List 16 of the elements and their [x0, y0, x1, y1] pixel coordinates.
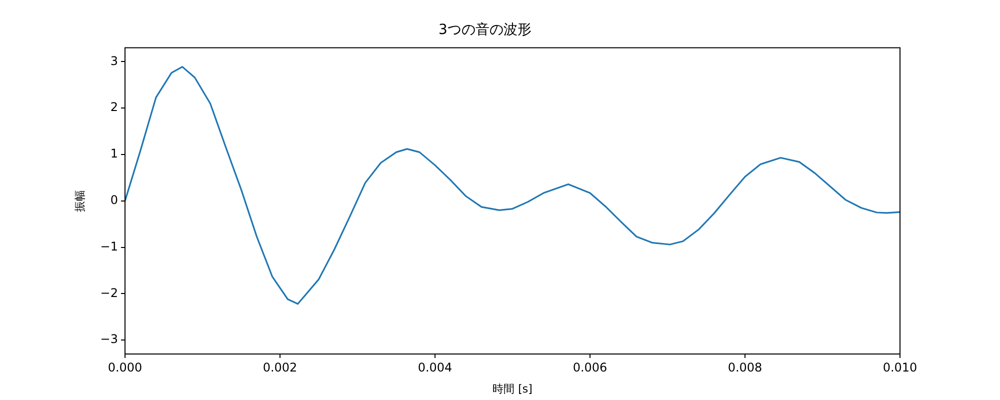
x-tick-label: 0.002 — [262, 360, 298, 374]
y-tick-label: −2 — [100, 286, 118, 300]
y-tick-label: 3 — [110, 54, 118, 68]
x-axis-title: 時間 [s] — [492, 382, 532, 396]
x-tick-label: 0.004 — [418, 360, 452, 374]
y-tick-label: −1 — [100, 239, 118, 254]
x-tick-label: 0.006 — [572, 360, 608, 374]
y-tick-label: 1 — [110, 146, 118, 161]
y-axis-title: 振幅 — [73, 190, 86, 212]
chart-title: 3つの音の波形 — [438, 22, 532, 38]
y-tick-label: 0 — [110, 193, 118, 208]
y-tick-label: −3 — [100, 332, 118, 346]
x-tick-label: 0.008 — [728, 360, 762, 374]
y-tick-label: 2 — [110, 100, 118, 114]
x-tick-label: 0.010 — [882, 360, 918, 374]
x-tick-label: 0.000 — [108, 360, 142, 374]
